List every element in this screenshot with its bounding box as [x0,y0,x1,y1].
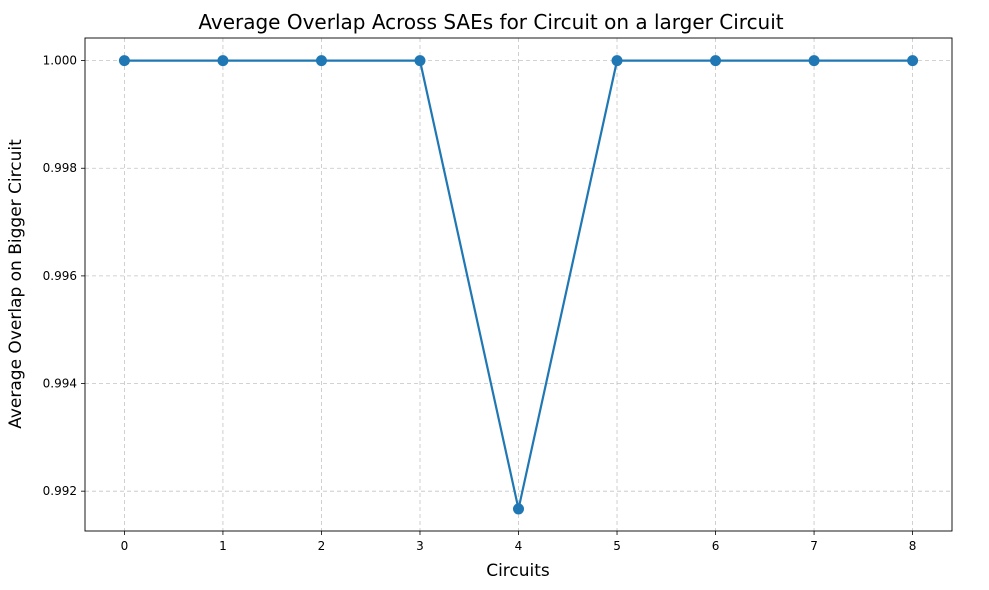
x-tick-label: 8 [909,539,917,553]
grid [85,38,952,531]
x-tick-label: 2 [318,539,326,553]
x-axis-label: Circuits [486,561,550,581]
x-tick-label: 5 [613,539,621,553]
series-layer [118,55,919,515]
data-point [710,55,722,67]
data-point [907,55,919,67]
y-tick-label: 1.000 [43,54,77,68]
x-tick-label: 0 [121,539,129,553]
y-axis-label: Average Overlap on Bigger Circuit [6,139,26,429]
y-tick-label: 0.998 [43,161,77,175]
x-tick-label: 3 [416,539,424,553]
x-tick-label: 4 [515,539,523,553]
data-point [414,55,426,67]
data-point [315,55,327,67]
data-point [513,503,524,515]
data-point [118,55,130,67]
data-point [217,55,229,67]
x-tick-label: 6 [712,539,720,553]
axes-frame [84,37,953,532]
data-point [611,55,623,67]
x-axis-ticks: 0 1 2 3 4 5 6 7 8 [121,531,917,553]
x-tick-label: 7 [810,539,818,553]
y-tick-label: 0.996 [43,269,77,283]
y-tick-label: 0.992 [43,484,77,498]
chart-title: Average Overlap Across SAEs for Circuit … [198,10,783,34]
y-tick-label: 0.994 [43,377,77,391]
data-point [808,55,820,67]
x-tick-label: 1 [219,539,227,553]
y-axis-ticks: 0.992 0.994 0.996 0.998 1.000 [43,54,85,498]
